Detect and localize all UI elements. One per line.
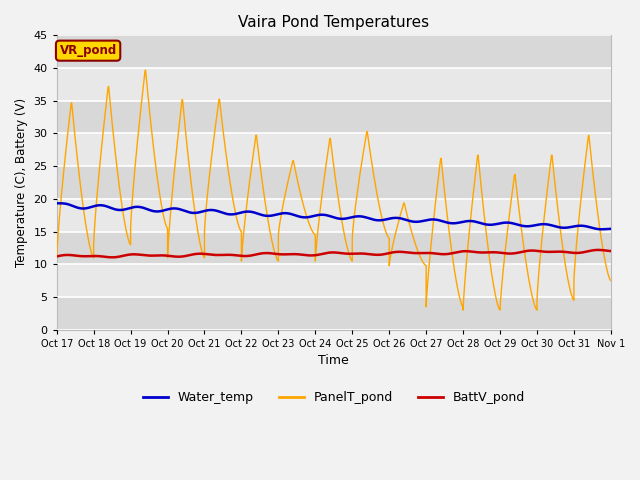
Water_temp	[508, 220, 516, 226]
Bar	[57, 68, 611, 101]
BattV_pond	[607, 248, 614, 254]
BattV_pond	[508, 251, 516, 256]
BattV_pond	[317, 252, 325, 257]
Water_temp	[317, 212, 325, 217]
BattV_pond	[595, 247, 602, 253]
Water_temp	[354, 214, 362, 219]
BattV_pond	[596, 247, 604, 253]
PanelT_pond	[482, 228, 490, 234]
Water_temp	[53, 201, 61, 206]
BattV_pond	[384, 251, 392, 256]
Legend: Water_temp, PanelT_pond, BattV_pond: Water_temp, PanelT_pond, BattV_pond	[138, 386, 530, 409]
Title: Vaira Pond Temperatures: Vaira Pond Temperatures	[238, 15, 429, 30]
Line: BattV_pond: BattV_pond	[57, 250, 611, 257]
Line: PanelT_pond: PanelT_pond	[57, 70, 640, 310]
Bar	[57, 101, 611, 133]
Bar	[57, 36, 611, 68]
Water_temp	[321, 212, 328, 218]
PanelT_pond	[394, 220, 402, 226]
Bar	[57, 264, 611, 297]
Line: Water_temp: Water_temp	[57, 203, 611, 229]
Water_temp	[595, 226, 602, 232]
PanelT_pond	[460, 307, 467, 313]
PanelT_pond	[374, 199, 382, 204]
Bar	[57, 199, 611, 231]
Bar	[57, 166, 611, 199]
Water_temp	[55, 200, 63, 206]
Y-axis label: Temperature (C), Battery (V): Temperature (C), Battery (V)	[15, 98, 28, 267]
PanelT_pond	[371, 178, 378, 184]
X-axis label: Time: Time	[319, 354, 349, 367]
Text: VR_pond: VR_pond	[60, 44, 116, 57]
BattV_pond	[321, 251, 328, 256]
Bar	[57, 133, 611, 166]
Water_temp	[598, 227, 606, 232]
Water_temp	[607, 226, 614, 232]
BattV_pond	[354, 251, 362, 256]
PanelT_pond	[141, 67, 149, 73]
BattV_pond	[108, 254, 116, 260]
PanelT_pond	[449, 260, 457, 265]
PanelT_pond	[83, 224, 90, 230]
Water_temp	[384, 216, 392, 222]
Bar	[57, 297, 611, 330]
PanelT_pond	[53, 255, 61, 261]
BattV_pond	[53, 253, 61, 259]
Bar	[57, 231, 611, 264]
